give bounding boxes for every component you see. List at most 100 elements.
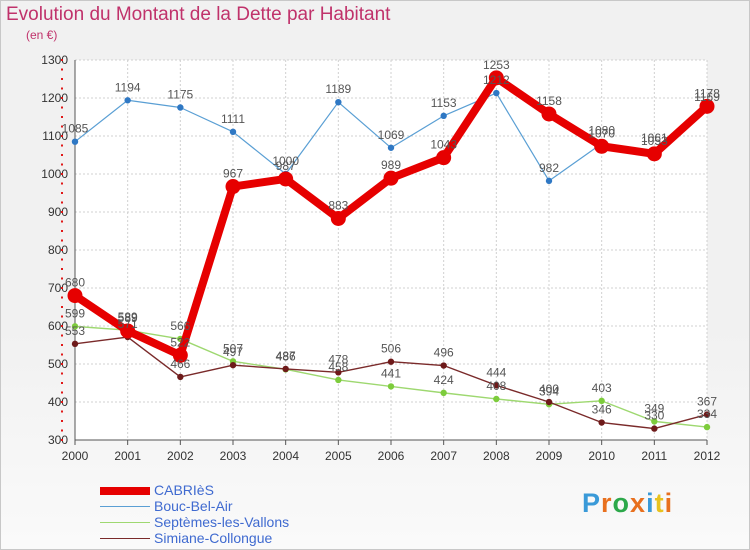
logo-letter: r [601,488,613,518]
data-point [71,340,79,348]
data-point [335,369,342,376]
data-label: 1212 [483,73,510,87]
data-point [493,89,500,97]
data-label: 478 [328,352,348,366]
data-point [703,423,711,431]
data-point [278,171,294,187]
data-label: 566 [170,319,190,333]
data-point [651,418,658,425]
logo-letter: o [612,488,631,518]
data-label: 989 [381,158,401,172]
x-tick-label: 2001 [114,449,141,463]
proxiti-logo: Proxiti [582,488,673,519]
data-point [172,347,188,363]
data-point [229,128,237,136]
data-label: 334 [697,407,717,421]
data-label: 1000 [272,154,299,168]
legend-swatch-septemes [100,522,150,523]
y-tick-label: 1200 [41,91,68,105]
data-label: 522 [170,335,190,349]
data-label: 1158 [536,94,562,108]
data-label: 506 [381,342,401,356]
data-label: 400 [539,382,559,396]
data-label: 1178 [694,86,720,100]
data-point [651,425,658,432]
data-label: 1194 [115,80,141,94]
data-point [440,362,447,369]
legend-label-simiane: Simiane-Collongue [154,530,273,546]
data-label: 458 [328,360,348,374]
y-tick-label: 700 [48,281,68,295]
data-point [545,398,553,406]
y-tick-label: 900 [48,205,68,219]
data-label: 1175 [167,88,193,102]
data-label: 1153 [431,96,457,110]
logo-letter: P [582,488,602,518]
data-point [699,98,715,114]
logo-letter: i [646,488,655,518]
data-label: 394 [539,384,559,398]
data-label: 424 [434,373,454,387]
chart-title: Evolution du Montant de la Dette par Hab… [6,4,391,25]
data-label: 486 [276,349,296,363]
data-point [545,177,553,185]
data-label: 680 [65,276,85,290]
data-point [177,104,184,111]
data-point [440,112,447,120]
data-point [335,376,342,384]
data-label: 1253 [483,58,510,72]
data-label: 987 [276,159,296,173]
data-label: 408 [486,379,506,393]
x-tick-label: 2007 [430,449,457,463]
y-tick-label: 1000 [41,167,68,181]
data-point [488,70,504,86]
chart-subtitle: (en €) [26,28,58,42]
data-point [387,383,395,390]
data-label: 982 [539,161,559,175]
x-tick-label: 2009 [536,449,563,463]
data-point [646,146,662,162]
data-point [67,288,83,304]
data-point [282,365,289,373]
data-label: 1069 [378,128,405,142]
data-label: 1043 [430,138,457,152]
data-label: 571 [118,317,138,331]
data-label: 967 [223,167,243,181]
data-point [225,179,241,195]
y-tick-label: 300 [48,433,68,447]
data-label: 1053 [641,134,668,148]
data-point [598,397,605,405]
data-point [703,411,711,418]
data-label: 346 [592,403,612,417]
data-label: 1080 [588,124,615,138]
data-point [335,98,342,106]
x-tick-label: 2010 [588,449,615,463]
data-label: 496 [434,346,454,360]
data-point [598,419,605,426]
legend-swatch-cabries [100,487,150,495]
data-label: 1189 [325,82,351,96]
data-label: 349 [644,401,664,415]
data-label: 507 [223,341,243,355]
y-tick-label: 400 [48,395,68,409]
x-tick-label: 2012 [694,449,721,463]
legend-swatch-simiane [100,538,150,539]
x-tick-label: 2004 [272,449,299,463]
data-label: 497 [223,345,243,359]
x-tick-label: 2005 [325,449,352,463]
data-label: 1111 [221,112,245,126]
data-label: 1070 [588,126,615,140]
data-label: 441 [381,366,401,380]
y-tick-label: 800 [48,243,68,257]
legend-swatch-bouc-bel-air [100,506,150,507]
data-label: 330 [644,409,664,423]
data-point [383,170,399,186]
data-label: 487 [276,349,296,363]
data-label: 589 [118,310,138,324]
data-label: 883 [328,198,348,212]
legend-label-cabries: CABRIèS [154,482,214,498]
data-point [177,373,184,381]
logo-letter: t [654,488,665,518]
y-tick-label: 500 [48,357,68,371]
